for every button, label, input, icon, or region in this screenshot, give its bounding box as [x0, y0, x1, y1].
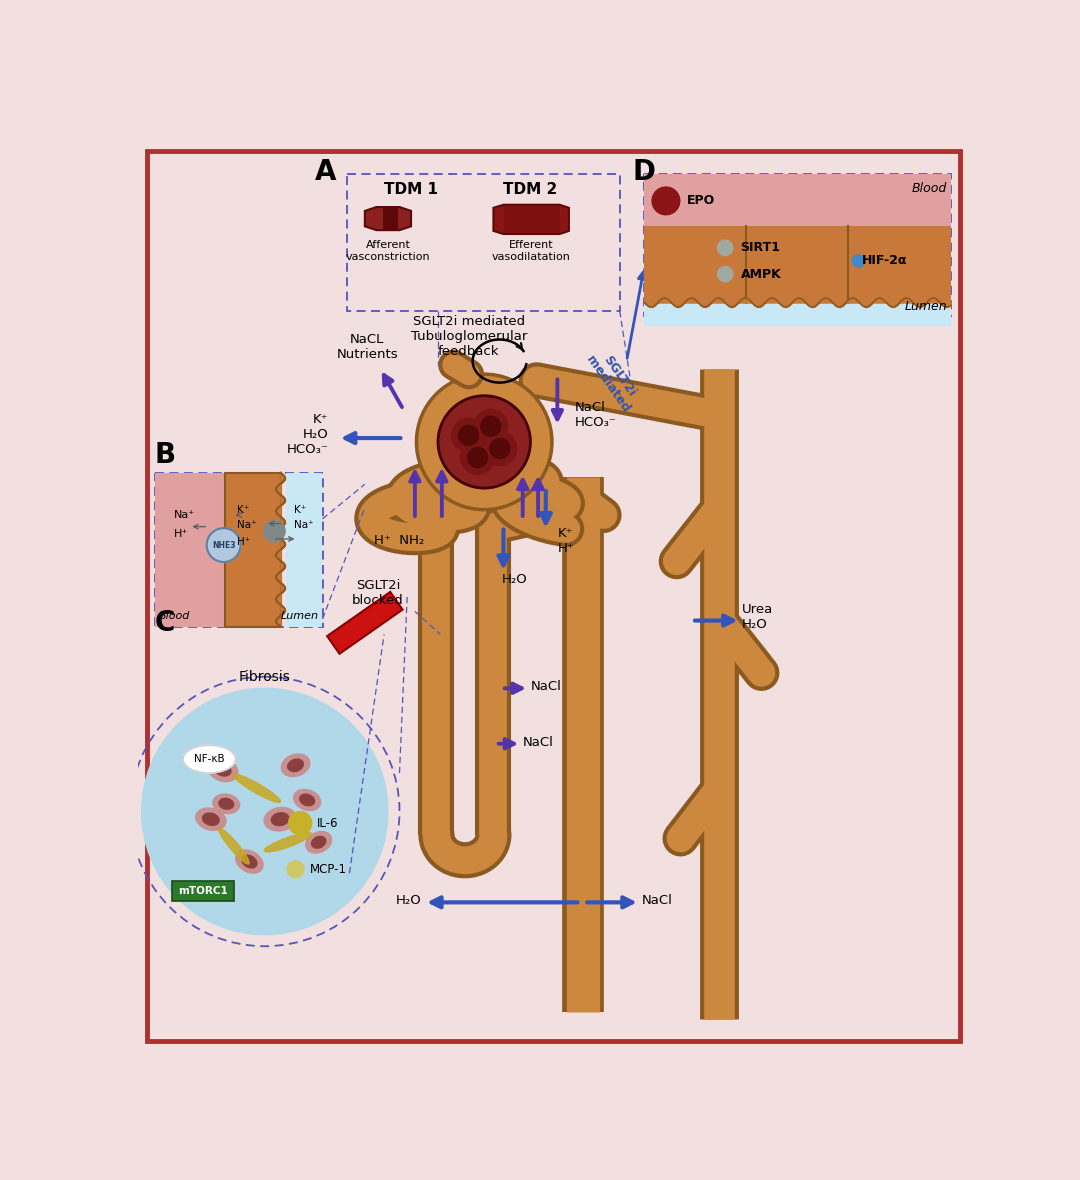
Text: SIRT1: SIRT1: [741, 242, 781, 255]
Circle shape: [264, 520, 285, 542]
Text: NHE3: NHE3: [212, 540, 235, 550]
Circle shape: [141, 688, 388, 935]
Polygon shape: [382, 206, 397, 230]
Polygon shape: [365, 206, 411, 230]
Ellipse shape: [219, 828, 249, 864]
Ellipse shape: [287, 759, 303, 772]
Text: NF-κB: NF-κB: [194, 754, 225, 765]
Ellipse shape: [311, 837, 326, 848]
Circle shape: [461, 440, 495, 474]
Text: TDM 1: TDM 1: [384, 182, 438, 197]
Text: Lumen: Lumen: [281, 610, 319, 621]
Circle shape: [438, 395, 530, 489]
Text: SGLT2i
mediated: SGLT2i mediated: [583, 345, 644, 415]
Text: H⁺: H⁺: [237, 537, 249, 548]
Ellipse shape: [233, 774, 281, 802]
Circle shape: [459, 425, 478, 445]
Bar: [286, 473, 323, 627]
Text: mTORC1: mTORC1: [178, 886, 228, 896]
Text: HIF-2α: HIF-2α: [862, 255, 908, 268]
Text: K⁺: K⁺: [294, 505, 306, 514]
Text: Blood: Blood: [159, 610, 190, 621]
Circle shape: [287, 860, 305, 878]
Text: H⁺: H⁺: [174, 530, 188, 539]
Bar: [645, 227, 950, 302]
Text: Fibrosis: Fibrosis: [239, 670, 291, 684]
Bar: [154, 473, 225, 627]
Text: Lumen: Lumen: [904, 300, 947, 314]
Ellipse shape: [281, 754, 310, 776]
Text: Na⁺: Na⁺: [294, 520, 313, 530]
Ellipse shape: [294, 789, 321, 811]
Text: AMPK: AMPK: [741, 268, 781, 281]
Bar: [347, 173, 621, 312]
Text: B: B: [154, 441, 176, 470]
Text: H₂O: H₂O: [502, 572, 528, 585]
Bar: [225, 473, 281, 627]
Circle shape: [490, 439, 510, 459]
Circle shape: [468, 447, 487, 467]
Text: NaCL
Nutrients: NaCL Nutrients: [336, 333, 397, 361]
Ellipse shape: [207, 756, 238, 781]
Ellipse shape: [195, 808, 226, 831]
Ellipse shape: [271, 813, 289, 826]
Ellipse shape: [235, 850, 264, 873]
Circle shape: [652, 186, 679, 215]
Bar: [645, 302, 950, 326]
Circle shape: [474, 409, 508, 444]
Polygon shape: [504, 205, 559, 234]
Circle shape: [288, 812, 312, 834]
Text: Urea
H₂O: Urea H₂O: [742, 603, 773, 631]
Text: C: C: [154, 609, 175, 636]
Circle shape: [483, 432, 516, 465]
Text: EPO: EPO: [687, 195, 715, 208]
Ellipse shape: [214, 762, 231, 776]
Text: Na⁺: Na⁺: [237, 520, 256, 530]
Circle shape: [852, 255, 865, 267]
Text: IL-6: IL-6: [318, 817, 339, 830]
Ellipse shape: [219, 799, 233, 809]
Text: SGLT2i mediated
Tubuloglomerular
feedback: SGLT2i mediated Tubuloglomerular feedbac…: [410, 315, 527, 358]
Text: Efferent
vasodilatation: Efferent vasodilatation: [491, 241, 570, 262]
Text: NaCl: NaCl: [530, 680, 562, 694]
Ellipse shape: [184, 746, 235, 773]
Text: H₂O: H₂O: [395, 893, 421, 906]
Polygon shape: [327, 592, 403, 654]
Text: Afferent
vasconstriction: Afferent vasconstriction: [346, 241, 430, 262]
Text: MCP-1: MCP-1: [309, 863, 347, 876]
Bar: [154, 473, 323, 627]
Circle shape: [717, 267, 733, 282]
Ellipse shape: [203, 813, 219, 825]
Circle shape: [717, 241, 733, 256]
Ellipse shape: [299, 794, 314, 806]
Circle shape: [417, 374, 552, 510]
Polygon shape: [494, 205, 569, 234]
Text: NaCl: NaCl: [642, 893, 673, 906]
Text: Na⁺: Na⁺: [174, 510, 195, 520]
Text: TDM 2: TDM 2: [503, 182, 557, 197]
Circle shape: [206, 529, 241, 562]
Text: H⁺  NH₂: H⁺ NH₂: [375, 535, 424, 548]
Text: A: A: [314, 158, 336, 186]
Text: Blood: Blood: [912, 182, 947, 195]
Ellipse shape: [265, 833, 311, 852]
Bar: [173, 880, 234, 900]
Bar: [645, 173, 950, 227]
Text: D: D: [632, 158, 656, 186]
Ellipse shape: [306, 832, 332, 853]
Text: NaCl
HCO₃⁻: NaCl HCO₃⁻: [575, 401, 617, 430]
Text: K⁺
H⁺: K⁺ H⁺: [557, 526, 575, 555]
Text: K⁺
H₂O
HCO₃⁻: K⁺ H₂O HCO₃⁻: [287, 413, 328, 455]
Circle shape: [451, 419, 486, 452]
Ellipse shape: [265, 807, 296, 831]
Bar: [645, 173, 950, 316]
Circle shape: [481, 417, 501, 437]
Ellipse shape: [213, 794, 240, 813]
Text: SGLT2i
blocked: SGLT2i blocked: [352, 579, 404, 607]
Text: K⁺: K⁺: [237, 505, 249, 514]
Text: NaCl: NaCl: [523, 735, 554, 748]
Ellipse shape: [242, 856, 257, 868]
